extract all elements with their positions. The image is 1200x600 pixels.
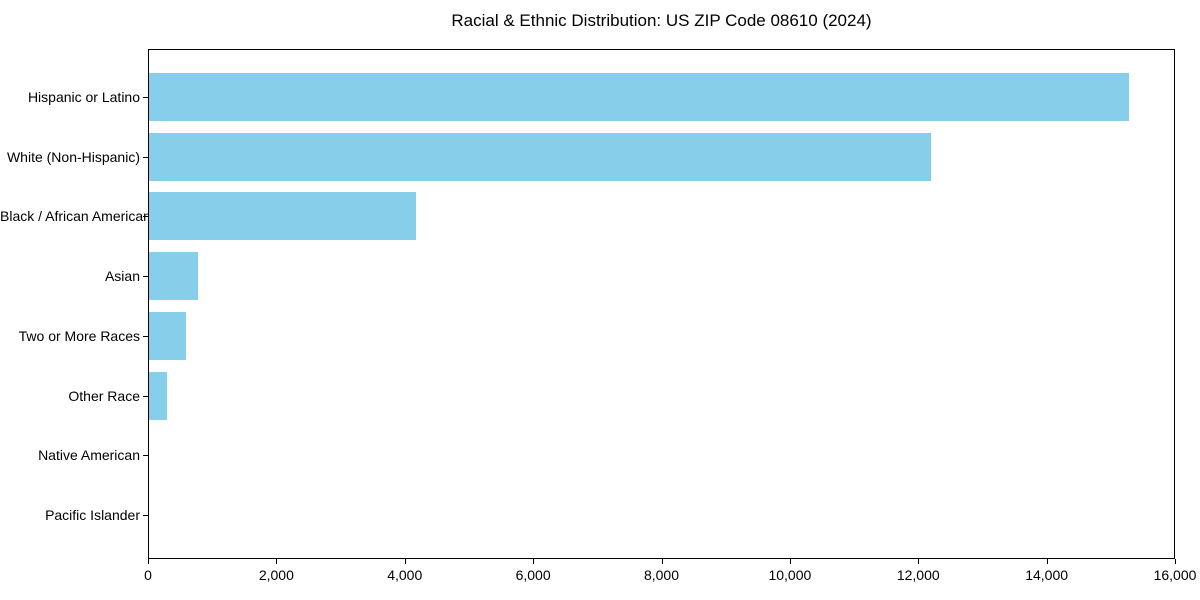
y-tick-label-pacific-islander: Pacific Islander	[45, 506, 140, 523]
bar-two-or-more-races	[149, 311, 187, 360]
y-tick-mark-asian	[143, 276, 148, 278]
x-tick-mark-8000	[661, 559, 663, 564]
x-tick-label-6000: 6,000	[515, 567, 551, 583]
y-tick-mark-hispanic-or-latino	[143, 97, 148, 98]
x-tick-mark-14000	[1046, 559, 1048, 564]
y-tick-label-hispanic-or-latino: Hispanic or Latino	[27, 89, 140, 105]
x-tick-label-0: 0	[144, 567, 152, 583]
chart-title: Racial & Ethnic Distribution: US ZIP Cod…	[451, 11, 872, 30]
bar-other-race	[149, 371, 167, 420]
y-tick-mark-black-african-american	[143, 216, 148, 218]
y-tick-mark-white-non-hispanic	[143, 156, 148, 158]
y-tick-mark-native-american	[143, 455, 148, 457]
x-tick-label-16000: 16,000	[1153, 567, 1197, 583]
y-tick-label-white-non-hispanic: White (Non-Hispanic)	[6, 148, 140, 165]
bar-asian	[149, 252, 198, 301]
y-tick-label-two-or-more-races: Two or More Races	[18, 327, 140, 344]
y-tick-label-asian: Asian	[104, 268, 140, 285]
x-tick-mark-0	[148, 559, 149, 564]
y-tick-label-native-american: Native American	[38, 447, 140, 464]
bar-black-african-american	[149, 192, 417, 241]
y-tick-label-black-african-american: Black / African American	[0, 208, 151, 225]
x-tick-label-8000: 8,000	[643, 567, 680, 583]
y-tick-mark-other-race	[143, 395, 148, 397]
x-tick-mark-4000	[404, 559, 406, 564]
x-tick-label-14000: 14,000	[1025, 567, 1069, 583]
y-tick-mark-pacific-islander	[143, 514, 148, 516]
y-tick-mark-two-or-more-races	[143, 335, 148, 337]
plot-area	[148, 49, 1175, 559]
x-tick-mark-6000	[533, 559, 535, 564]
y-tick-label-other-race: Other Race	[68, 387, 140, 404]
x-tick-mark-12000	[918, 559, 920, 564]
x-tick-label-12000: 12,000	[896, 567, 940, 583]
x-tick-label-4000: 4,000	[387, 567, 423, 583]
x-tick-mark-10000	[789, 559, 791, 564]
bar-white-non-hispanic	[149, 132, 931, 181]
x-tick-mark-16000	[1175, 559, 1176, 564]
x-tick-mark-2000	[276, 559, 278, 564]
bar-hispanic-or-latino	[149, 73, 1130, 121]
x-tick-label-2000: 2,000	[258, 567, 294, 583]
x-tick-label-10000: 10,000	[768, 567, 812, 583]
